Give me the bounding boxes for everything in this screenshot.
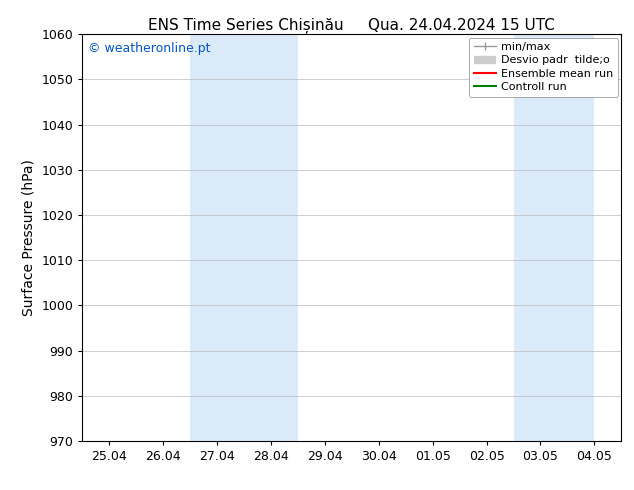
Y-axis label: Surface Pressure (hPa): Surface Pressure (hPa): [22, 159, 36, 316]
Legend: min/max, Desvio padr  tilde;o, Ensemble mean run, Controll run: min/max, Desvio padr tilde;o, Ensemble m…: [469, 38, 618, 97]
Bar: [190, 34, 298, 441]
Title: ENS Time Series Chișinău     Qua. 24.04.2024 15 UTC: ENS Time Series Chișinău Qua. 24.04.2024…: [148, 17, 555, 33]
Text: © weatheronline.pt: © weatheronline.pt: [87, 43, 210, 55]
Bar: [514, 34, 595, 441]
